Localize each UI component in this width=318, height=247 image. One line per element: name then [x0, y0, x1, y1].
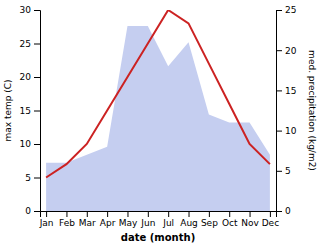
tick-mark: [34, 77, 40, 78]
tick: Feb: [59, 211, 75, 228]
tick-mark: [127, 211, 128, 217]
tick-label: 10: [20, 139, 32, 149]
axis-line: [41, 212, 277, 218]
tick-label: 0: [25, 206, 31, 216]
chart: Jan Feb Mar AprMayJun Jul AugSep OctNovDec 0 5 10…: [0, 0, 318, 247]
tick-mark: [276, 211, 282, 212]
tick-label: Dec: [262, 218, 279, 228]
tick-mark: [34, 10, 40, 11]
y-axis: 0 5 10 15 20 25 30: [20, 5, 41, 216]
tick: Mar: [79, 211, 96, 228]
tick: Nov: [241, 211, 259, 228]
tick: 0: [276, 206, 291, 216]
tick: Jun: [140, 211, 155, 228]
tick: 0: [25, 206, 40, 216]
axis-line: [34, 11, 41, 212]
y-axis-title: max temp (C): [3, 79, 13, 141]
tick: 25: [276, 5, 296, 15]
tick-label: Oct: [222, 218, 238, 228]
tick-mark: [66, 211, 67, 217]
tick-label: Nov: [241, 218, 259, 228]
tick: 15: [20, 106, 40, 116]
tick-mark: [189, 211, 190, 217]
tick-mark: [148, 211, 149, 217]
x-axis: Jan Feb Mar AprMayJun Jul AugSep OctNovDec: [39, 211, 279, 228]
tick-mark: [270, 211, 271, 217]
tick: Sep: [201, 211, 218, 228]
tick-label: Jul: [162, 218, 174, 228]
tick: 10: [20, 139, 40, 149]
tick: 10: [276, 126, 297, 136]
marks: [46, 10, 270, 211]
tick: Apr: [100, 211, 116, 228]
tick-label: 25: [285, 5, 296, 15]
tick-label: 25: [20, 39, 31, 49]
tick-mark: [46, 211, 47, 217]
tick-label: 15: [285, 86, 296, 96]
tick: 5: [276, 166, 291, 176]
tick-label: Aug: [180, 218, 198, 228]
tick-label: Feb: [59, 218, 75, 228]
tick: 25: [20, 39, 40, 49]
tick-label: 5: [25, 173, 31, 183]
axis-line: [277, 11, 283, 212]
tick: Jul: [162, 211, 174, 228]
tick: Dec: [262, 211, 279, 228]
tick-mark: [168, 211, 169, 217]
tick: Jan: [39, 211, 54, 228]
y2-axis: 0 5 10 15 20 25: [276, 5, 297, 216]
temperature-line: [46, 10, 270, 178]
tick-label: 0: [285, 206, 291, 216]
tick-mark: [34, 144, 40, 145]
tick-mark: [34, 111, 40, 112]
tick-label: 30: [20, 5, 32, 15]
tick-mark: [276, 10, 282, 11]
tick-mark: [107, 211, 108, 217]
tick-mark: [34, 44, 40, 45]
tick: 5: [25, 173, 40, 183]
tick-mark: [276, 171, 282, 172]
tick-label: 20: [20, 72, 32, 82]
tick-label: Sep: [201, 218, 218, 228]
tick: 20: [20, 72, 40, 82]
tick-label: May: [119, 218, 138, 228]
plot: Jan Feb Mar AprMayJun Jul AugSep OctNovDec 0 5 10…: [3, 5, 317, 243]
tick-label: 10: [285, 126, 297, 136]
tick: May: [119, 211, 138, 228]
tick: 15: [276, 86, 296, 96]
tick: 30: [20, 5, 40, 15]
tick-label: Mar: [79, 218, 96, 228]
tick-mark: [229, 211, 230, 217]
tick-mark: [87, 211, 88, 217]
tick-mark: [250, 211, 251, 217]
tick-mark: [276, 50, 282, 51]
tick-mark: [34, 178, 40, 179]
tick-mark: [34, 211, 40, 212]
tick-label: Jun: [140, 218, 155, 228]
tick: Oct: [222, 211, 238, 228]
x-axis-title: date (month): [121, 232, 195, 243]
tick-mark: [209, 211, 210, 217]
y2-axis-title: med. precipitation (kg/m2): [307, 50, 317, 171]
tick-label: Jan: [39, 218, 54, 228]
tick-label: 5: [285, 166, 291, 176]
tick-label: 20: [285, 46, 297, 56]
tick-mark: [276, 90, 282, 91]
tick-label: Apr: [100, 218, 116, 228]
tick: 20: [276, 46, 297, 56]
tick-label: 15: [20, 106, 31, 116]
tick-mark: [276, 131, 282, 132]
tick: Aug: [180, 211, 198, 228]
